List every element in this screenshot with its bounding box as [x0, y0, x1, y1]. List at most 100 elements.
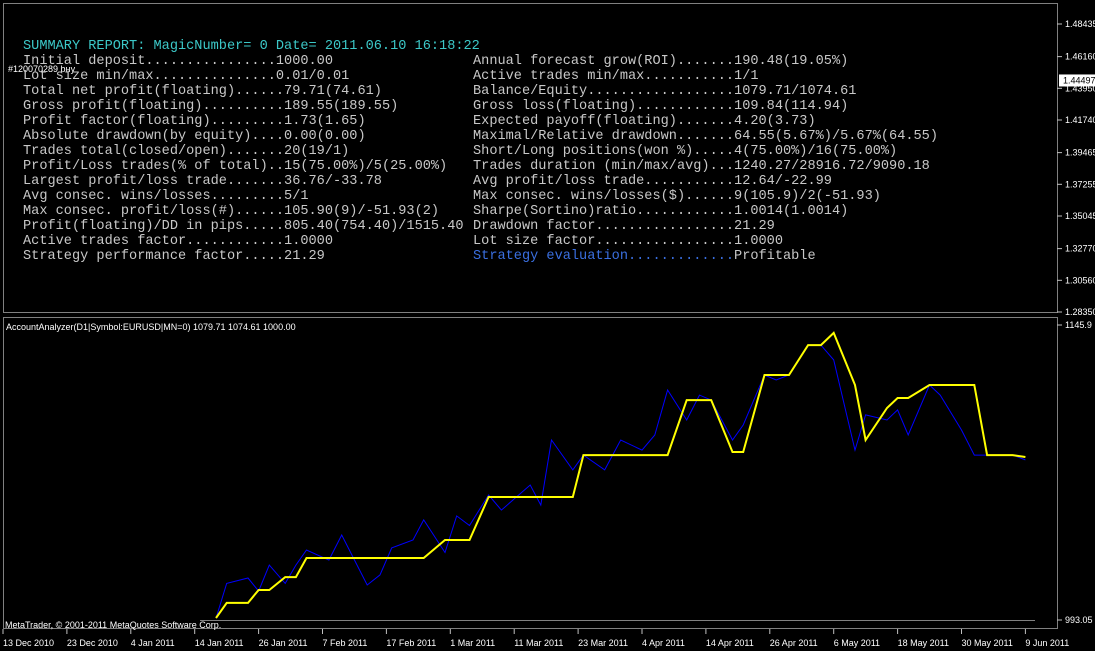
row-label: Avg profit/loss trade...........: [473, 174, 734, 189]
row-value: 1079.71/1074.61: [734, 84, 856, 99]
price-tick-label: 1.35045: [1065, 211, 1095, 221]
report-row: Strategy performance factor.....21.29: [23, 249, 325, 264]
report-row: Max consec. profit/loss(#)......105.90(9…: [23, 204, 439, 219]
price-tick-label: 1.39465: [1065, 148, 1095, 158]
series-line: [215, 344, 1026, 619]
report-row: Largest profit/loss trade.......36.76/-3…: [23, 174, 382, 189]
row-label: Gross loss(floating)............: [473, 99, 734, 114]
row-value: 1240.27/28916.72/9090.18: [734, 159, 930, 174]
row-value: Profitable: [734, 249, 816, 264]
row-label: Balance/Equity..................: [473, 84, 734, 99]
row-value: 9(105.9)/2(-51.93): [734, 189, 881, 204]
row-value: 1.0000: [284, 234, 333, 249]
x-tick-label: 1 Mar 2011: [450, 638, 495, 648]
row-label: Absolute drawdown(by equity)....: [23, 129, 284, 144]
report-row: Profit factor(floating).........1.73(1.6…: [23, 114, 366, 129]
x-tick-label: 14 Apr 2011: [706, 638, 754, 648]
price-tick-label: 1.30560: [1065, 275, 1095, 285]
price-tick-label: 1.32770: [1065, 244, 1095, 254]
x-tick-label: 9 Jun 2011: [1025, 638, 1069, 648]
row-label: Lot size min/max...............: [23, 69, 276, 84]
x-tick-label: 26 Apr 2011: [770, 638, 818, 648]
x-tick-label: 11 Mar 2011: [514, 638, 563, 648]
x-tick-label: 23 Mar 2011: [578, 638, 628, 648]
series-line: [215, 331, 1026, 619]
row-label: Short/Long positions(won %).....: [473, 144, 734, 159]
x-tick-label: 26 Jan 2011: [259, 638, 308, 648]
x-tick-label: 14 Jan 2011: [195, 638, 244, 648]
report-row: Short/Long positions(won %).....4(75.00%…: [473, 144, 897, 159]
order-label: #120070289 buy: [8, 64, 76, 74]
row-label: Drawdown factor.................: [473, 219, 734, 234]
row-label: Annual forecast grow(ROI).......: [473, 54, 734, 69]
report-row: Strategy evaluation.............Profitab…: [473, 249, 816, 264]
row-label: Profit/Loss trades(% of total)..: [23, 159, 284, 174]
row-value: 21.29: [284, 249, 325, 264]
row-label: Trades duration (min/max/avg)...: [473, 159, 734, 174]
row-value: 105.90(9)/-51.93(2): [284, 204, 439, 219]
price-pane: [3, 3, 1058, 313]
row-label: Avg consec. wins/losses.........: [23, 189, 284, 204]
row-value: 190.48(19.05%): [734, 54, 848, 69]
row-value: 12.64/-22.99: [734, 174, 832, 189]
report-row: Max consec. wins/losses($)......9(105.9)…: [473, 189, 881, 204]
row-value: 0.00(0.00): [284, 129, 366, 144]
x-tick-label: 4 Jan 2011: [131, 638, 175, 648]
report-row: Expected payoff(floating).......4.20(3.7…: [473, 114, 816, 129]
price-tick-label: 1.46160: [1065, 52, 1095, 62]
report-row: Gross profit(floating)..........189.55(1…: [23, 99, 398, 114]
indicator-pane: [3, 317, 1058, 629]
row-label: Max consec. profit/loss(#)......: [23, 204, 284, 219]
report-row: Active trades factor............1.0000: [23, 234, 333, 249]
row-label: Profit(floating)/DD in pips.....: [23, 219, 284, 234]
row-label: Total net profit(floating)......: [23, 84, 284, 99]
row-value: 1.0000: [734, 234, 783, 249]
row-value: 1.73(1.65): [284, 114, 366, 129]
row-label: Active trades factor............: [23, 234, 284, 249]
copyright: MetaTrader, © 2001-2011 MetaQuotes Softw…: [5, 620, 221, 630]
report-row: Trades total(closed/open).......20(19/1): [23, 144, 349, 159]
row-value: 1/1: [734, 69, 758, 84]
report-row: Balance/Equity..................1079.71/…: [473, 84, 856, 99]
row-label: Expected payoff(floating).......: [473, 114, 734, 129]
y-tick-label: 1145.9: [1065, 320, 1092, 330]
row-label: Sharpe(Sortino)ratio............: [473, 204, 734, 219]
report-row: Drawdown factor.................21.29: [473, 219, 775, 234]
x-tick-label: 23 Dec 2010: [67, 638, 118, 648]
report-row: Active trades min/max...........1/1: [473, 69, 759, 84]
row-value: 805.40(754.40)/1515.40: [284, 219, 463, 234]
row-label: Profit factor(floating).........: [23, 114, 284, 129]
row-value: 109.84(114.94): [734, 99, 848, 114]
row-value: 1.0014(1.0014): [734, 204, 848, 219]
price-marker-label: 1.44497: [1063, 75, 1095, 85]
price-tick-label: 1.41740: [1065, 115, 1095, 125]
row-value: 64.55(5.67%)/5.67%(64.55): [734, 129, 938, 144]
row-value: 0.01/0.01: [276, 69, 349, 84]
report-row: Lot size factor.................1.0000: [473, 234, 783, 249]
price-tick-label: 1.37255: [1065, 179, 1095, 189]
report-row: Sharpe(Sortino)ratio............1.0014(1…: [473, 204, 848, 219]
x-tick-label: 13 Dec 2010: [3, 638, 54, 648]
row-label: Trades total(closed/open).......: [23, 144, 284, 159]
price-marker-box: [1059, 74, 1095, 87]
row-label: Lot size factor.................: [473, 234, 734, 249]
x-tick-label: 7 Feb 2011: [323, 638, 368, 648]
row-value: 1000.00: [276, 54, 333, 69]
report-row: Trades duration (min/max/avg)...1240.27/…: [473, 159, 930, 174]
report-title: SUMMARY REPORT: MagicNumber= 0 Date= 201…: [23, 39, 480, 54]
x-tick-label: 4 Apr 2011: [642, 638, 685, 648]
row-value: 189.55(189.55): [284, 99, 398, 114]
report-row: Maximal/Relative drawdown.......64.55(5.…: [473, 129, 938, 144]
row-label: Initial deposit................: [23, 54, 276, 69]
report-row: Absolute drawdown(by equity)....0.00(0.0…: [23, 129, 366, 144]
row-label: Largest profit/loss trade.......: [23, 174, 284, 189]
row-label: Gross profit(floating)..........: [23, 99, 284, 114]
price-tick-label: 1.28350: [1065, 307, 1095, 317]
x-tick-label: 6 May 2011: [834, 638, 880, 648]
report-row: Profit/Loss trades(% of total)..15(75.00…: [23, 159, 447, 174]
row-label: Strategy performance factor.....: [23, 249, 284, 264]
row-label: Strategy evaluation.............: [473, 249, 734, 264]
